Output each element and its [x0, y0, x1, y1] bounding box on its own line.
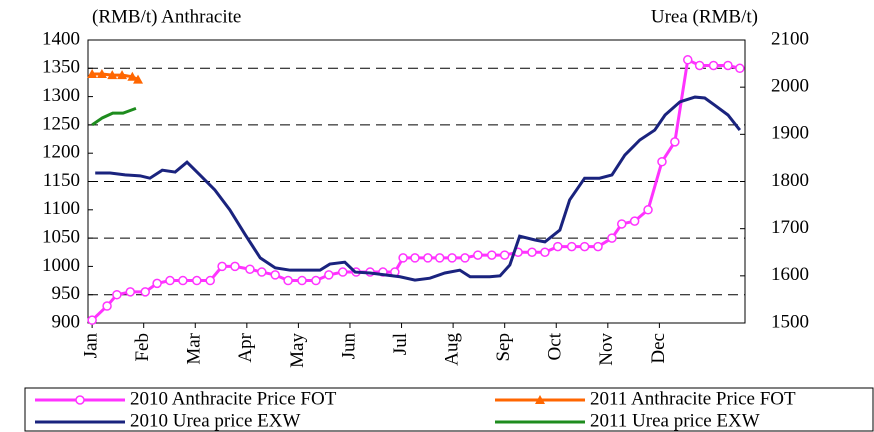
point	[593, 241, 603, 252]
point	[127, 71, 138, 81]
point	[230, 261, 240, 272]
y-tick-label: 1400	[42, 28, 80, 49]
point	[410, 253, 420, 263]
point	[527, 247, 537, 257]
x-tick-label: Feb	[132, 333, 153, 362]
y-tick-label: 1000	[42, 255, 80, 276]
point	[245, 264, 255, 274]
legend-box	[24, 387, 874, 432]
point	[125, 287, 136, 297]
x-tick-label: Dec	[648, 333, 669, 364]
point	[447, 253, 457, 263]
y-tick-label: 1350	[42, 57, 80, 78]
point	[87, 68, 98, 78]
point	[217, 261, 227, 272]
x-tick-label: Aug	[441, 333, 462, 366]
point	[643, 205, 653, 215]
series-line	[95, 95, 742, 282]
point	[192, 275, 202, 286]
y-tick-label: 900	[52, 311, 81, 332]
point	[324, 270, 334, 280]
point	[257, 267, 267, 277]
y-tick-label: 1250	[42, 113, 80, 134]
point	[87, 315, 97, 325]
point	[140, 287, 150, 297]
legend-label: 2010 Urea price EXW	[130, 410, 300, 431]
legend-label: 2010 Anthracite Price FOT	[130, 388, 337, 409]
point	[102, 301, 112, 311]
x-tick-label: Jul	[390, 333, 411, 355]
legend-label: 2011 Anthracite Price FOT	[590, 388, 796, 409]
point	[487, 250, 497, 260]
point	[297, 275, 307, 286]
point	[270, 270, 280, 280]
point	[133, 74, 144, 84]
y2-tick-label: 1800	[771, 170, 809, 191]
point	[107, 70, 118, 80]
legend-marker	[535, 395, 545, 404]
point	[694, 60, 705, 71]
x-tick-label: May	[287, 333, 308, 368]
point	[112, 289, 122, 300]
y2-tick-label: 1600	[771, 264, 809, 285]
point	[657, 156, 667, 167]
point	[607, 233, 617, 243]
x-tick-label: Nov	[596, 333, 617, 366]
y-axis-label: (RMB/t) Anthracite	[92, 6, 241, 27]
y2-tick-label: 2000	[771, 76, 809, 97]
x-tick-label: Jan	[80, 333, 101, 359]
y2-tick-label: 2100	[771, 28, 809, 49]
point	[283, 275, 293, 286]
point	[540, 247, 550, 257]
point	[683, 55, 693, 65]
x-tick-label: Sep	[493, 333, 514, 362]
y2-tick-label: 1900	[771, 123, 809, 144]
point	[708, 60, 719, 71]
point	[629, 216, 640, 226]
y-tick-label: 1100	[43, 198, 80, 219]
legend-marker	[75, 395, 85, 405]
point	[553, 241, 563, 252]
point	[473, 250, 483, 260]
point	[499, 250, 510, 260]
y2-tick-label: 1500	[771, 311, 809, 332]
point	[152, 278, 162, 289]
x-tick-label: Jun	[338, 333, 359, 360]
point	[723, 60, 733, 71]
point	[311, 275, 321, 286]
point	[670, 137, 680, 147]
point	[460, 253, 470, 263]
point	[434, 253, 445, 263]
point	[205, 275, 215, 286]
point	[616, 219, 627, 229]
y-tick-label: 1150	[43, 170, 80, 191]
x-tick-label: Mar	[184, 332, 205, 364]
point	[566, 241, 577, 252]
y2-tick-label: 1700	[771, 217, 809, 238]
point	[398, 253, 408, 263]
point	[735, 63, 745, 74]
point	[338, 267, 348, 277]
x-tick-label: Oct	[545, 332, 566, 360]
series-line	[91, 106, 137, 127]
point	[117, 70, 128, 80]
y-tick-label: 1200	[42, 142, 80, 163]
legend-label: 2011 Urea price EXW	[590, 410, 760, 431]
point	[178, 275, 188, 286]
y-tick-label: 1050	[42, 226, 80, 247]
y-tick-label: 1300	[42, 85, 80, 106]
y2-axis-label: Urea (RMB/t)	[651, 6, 758, 27]
point	[423, 253, 433, 263]
x-tick-label: Apr	[235, 332, 256, 362]
point	[96, 68, 107, 78]
point	[579, 241, 590, 252]
point	[165, 275, 175, 286]
y-tick-label: 950	[52, 283, 81, 304]
